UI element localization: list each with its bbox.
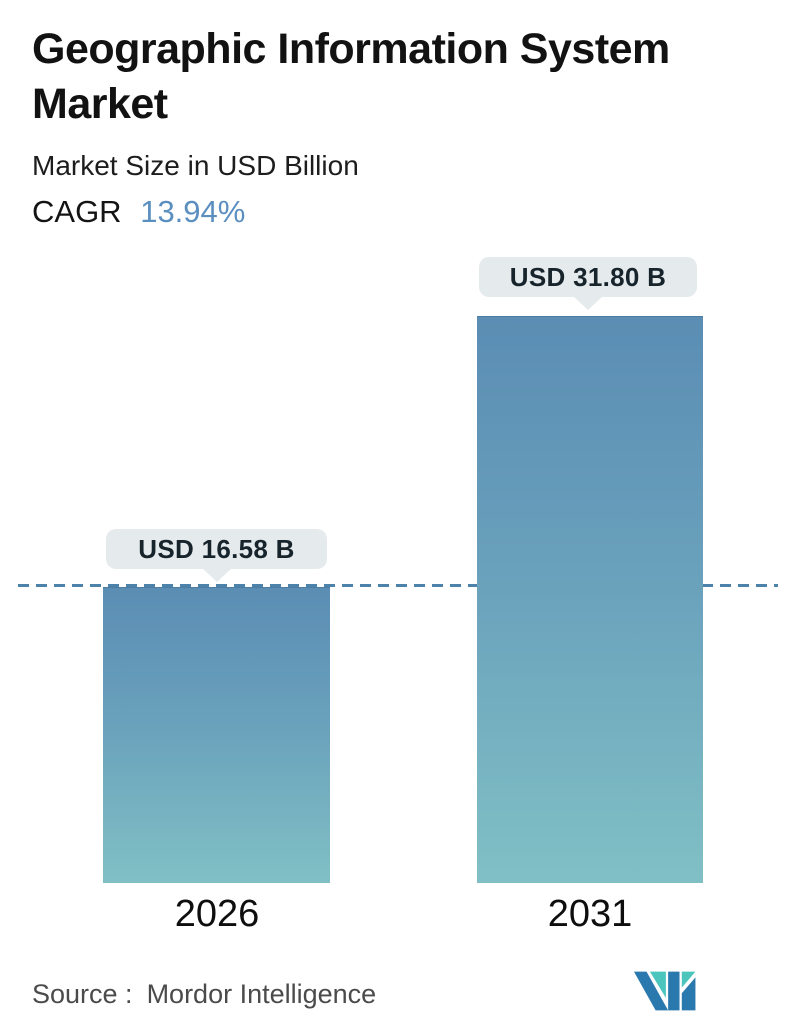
value-badge-2026: USD 16.58 B <box>106 529 327 569</box>
bar-2031 <box>477 316 703 883</box>
source-value: Mordor Intelligence <box>146 979 377 1009</box>
value-badge-2026-text: USD 16.58 B <box>138 533 295 564</box>
bar-2026 <box>103 587 330 883</box>
source-label: Source : <box>32 979 133 1009</box>
cagr-value: 13.94% <box>140 194 246 230</box>
page-title-line2: Market <box>32 80 168 129</box>
cagr-row: CAGR 13.94% <box>32 194 670 230</box>
x-tick-2026: 2026 <box>174 893 260 935</box>
x-tick-2031: 2031 <box>547 893 633 935</box>
page-title: Geographic Information System Market <box>32 22 670 132</box>
chart-subtitle: Market Size in USD Billion <box>32 150 359 182</box>
chart-header: Geographic Information System Market Mar… <box>32 22 670 230</box>
value-badge-2031-text: USD 31.80 B <box>509 261 667 292</box>
mordor-intelligence-logo-icon <box>634 971 696 1011</box>
reference-line <box>18 584 778 587</box>
page-title-line1: Geographic Information System <box>32 25 670 73</box>
cagr-label: CAGR <box>32 194 122 230</box>
value-badge-2031: USD 31.80 B <box>479 257 697 297</box>
source-attribution: Source : Mordor Intelligence <box>32 979 376 1010</box>
